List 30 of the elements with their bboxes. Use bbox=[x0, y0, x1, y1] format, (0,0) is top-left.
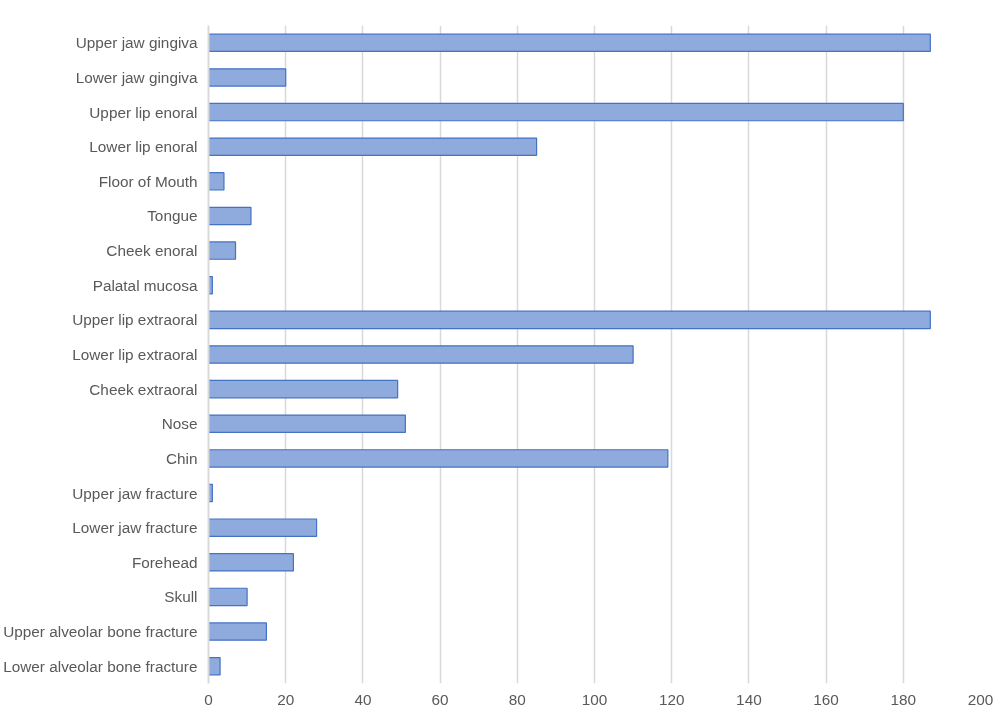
x-tick-label: 160 bbox=[813, 690, 839, 708]
y-tick-label: Upper lip enoral bbox=[89, 103, 198, 121]
y-tick-label: Lower alveolar bone fracture bbox=[3, 657, 198, 675]
y-tick-label: Upper alveolar bone fracture bbox=[3, 623, 198, 641]
x-tick-label: 60 bbox=[431, 690, 449, 708]
x-tick-label: 180 bbox=[890, 690, 917, 708]
y-tick-label: Chin bbox=[165, 449, 198, 467]
y-tick-label: Nose bbox=[161, 415, 198, 433]
y-tick-label: Lower lip extraoral bbox=[72, 346, 198, 363]
x-tick-label: 200 bbox=[967, 690, 994, 708]
y-tick-label: Skull bbox=[164, 588, 198, 606]
y-tick-label: Tongue bbox=[147, 207, 198, 225]
y-tick-label: Upper jaw gingiva bbox=[75, 34, 198, 52]
y-tick-label: Cheek enoral bbox=[106, 242, 198, 260]
y-tick-label: Lower lip enoral bbox=[89, 138, 198, 156]
y-tick-label: Forehead bbox=[131, 553, 198, 571]
y-tick-label: Lower jaw gingiva bbox=[75, 68, 198, 86]
y-tick-label: Floor of Mouth bbox=[98, 172, 198, 190]
y-tick-label: Lower jaw fracture bbox=[72, 519, 198, 537]
x-tick-label: 80 bbox=[508, 690, 526, 708]
x-tick-label: 100 bbox=[581, 690, 608, 708]
y-tick-label: Cheek extraoral bbox=[89, 380, 198, 398]
y-tick-label: Upper jaw fracture bbox=[72, 484, 198, 502]
x-tick-label: 20 bbox=[277, 690, 295, 708]
x-tick-label: 40 bbox=[354, 690, 372, 708]
x-tick-label: 140 bbox=[736, 690, 762, 708]
y-tick-label: Palatal mucosa bbox=[92, 276, 198, 294]
x-tick-label: 120 bbox=[658, 690, 685, 708]
x-tick-label: 0 bbox=[204, 690, 213, 708]
y-tick-label: Upper lip extraoral bbox=[72, 311, 198, 329]
